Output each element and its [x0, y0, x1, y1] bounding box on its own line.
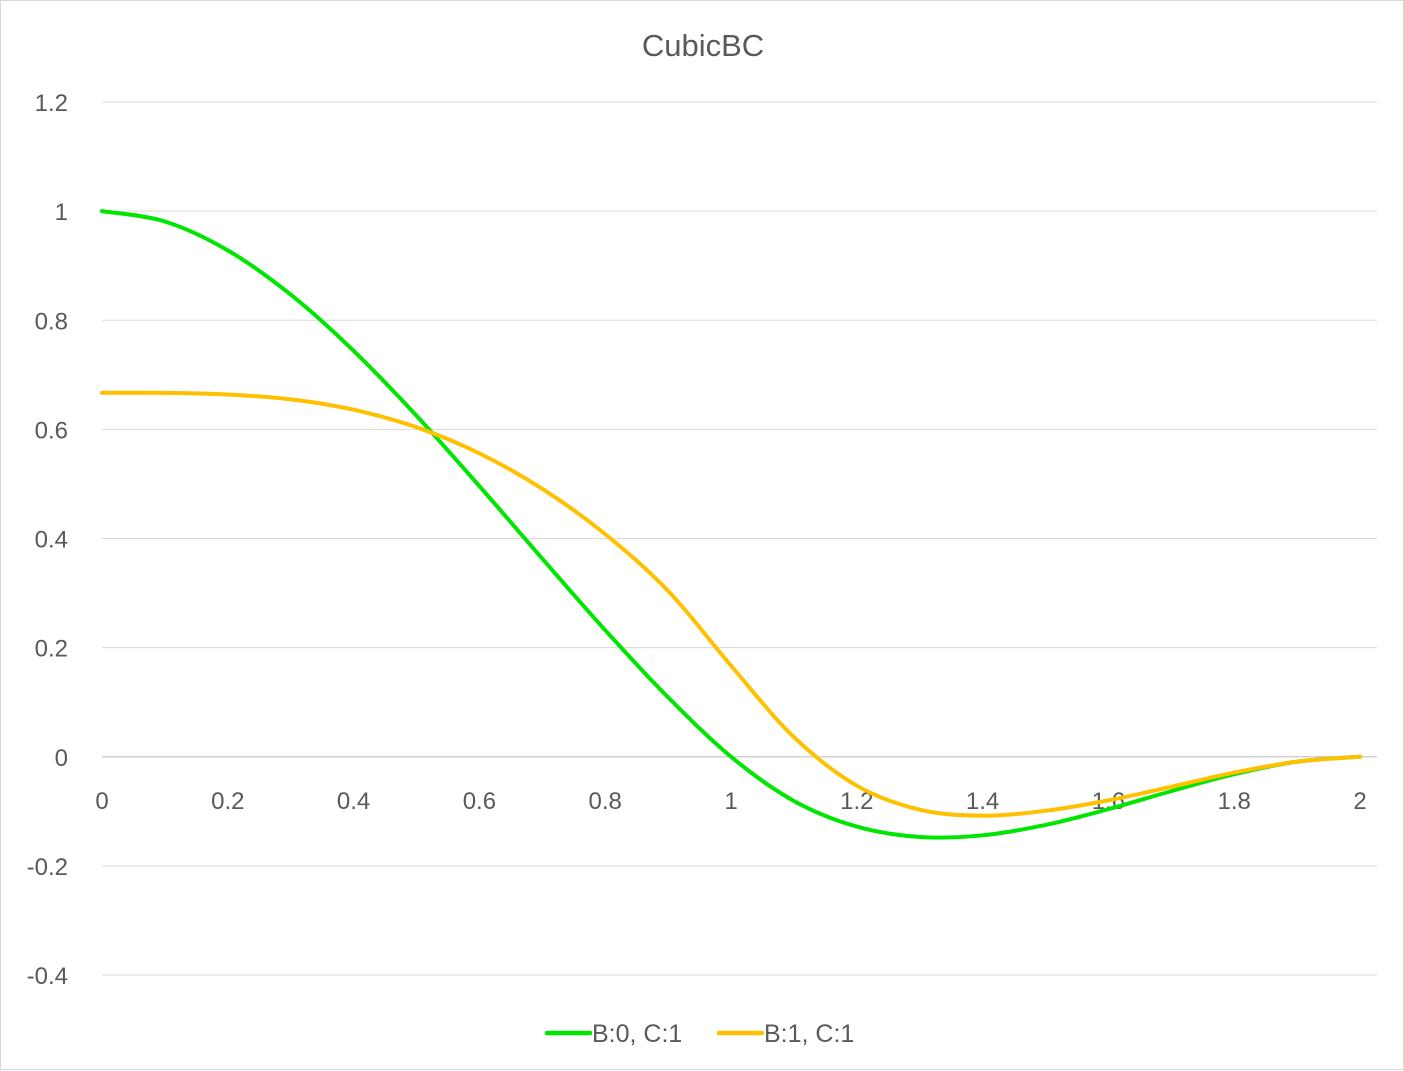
x-axis-tick-labels: 0 0.2 0.4 0.6 0.8 1 1.2 1.4 1.6 1.8 2 — [95, 788, 1366, 815]
x-tick-label: 0.4 — [337, 788, 370, 815]
x-tick-label: 2 — [1353, 788, 1366, 815]
y-axis-tick-labels: 1.2 1 0.8 0.6 0.4 0.2 0 -0.2 -0.4 — [27, 90, 68, 990]
chart-title: CubicBC — [642, 28, 764, 63]
y-tick-label: 0.8 — [35, 308, 68, 335]
x-tick-label: 0 — [95, 788, 108, 815]
x-tick-label: 0.6 — [463, 788, 496, 815]
y-tick-label: 0.2 — [35, 636, 68, 663]
y-tick-label: 1 — [55, 199, 68, 226]
legend-label: B:0, C:1 — [592, 1020, 682, 1048]
x-tick-label: 1.8 — [1218, 788, 1251, 815]
series-line-2 — [100, 390, 1362, 818]
y-tick-label: 0 — [55, 745, 68, 772]
y-tick-label: -0.2 — [27, 854, 68, 881]
y-tick-label: 1.2 — [35, 90, 68, 117]
y-tick-label: 0.4 — [35, 527, 68, 554]
series-line-1 — [100, 209, 1362, 840]
y-tick-label: 0.6 — [35, 417, 68, 444]
legend-label: B:1, C:1 — [764, 1020, 854, 1048]
x-tick-label: 1 — [724, 788, 737, 815]
x-tick-label: 1.4 — [966, 788, 999, 815]
legend: B:0, C:1 B:1, C:1 — [544, 1020, 854, 1048]
gridlines — [102, 101, 1377, 976]
y-tick-label: -0.4 — [27, 963, 68, 990]
x-tick-label: 0.2 — [211, 788, 244, 815]
series-lines — [100, 209, 1362, 840]
x-tick-label: 0.8 — [589, 788, 622, 815]
